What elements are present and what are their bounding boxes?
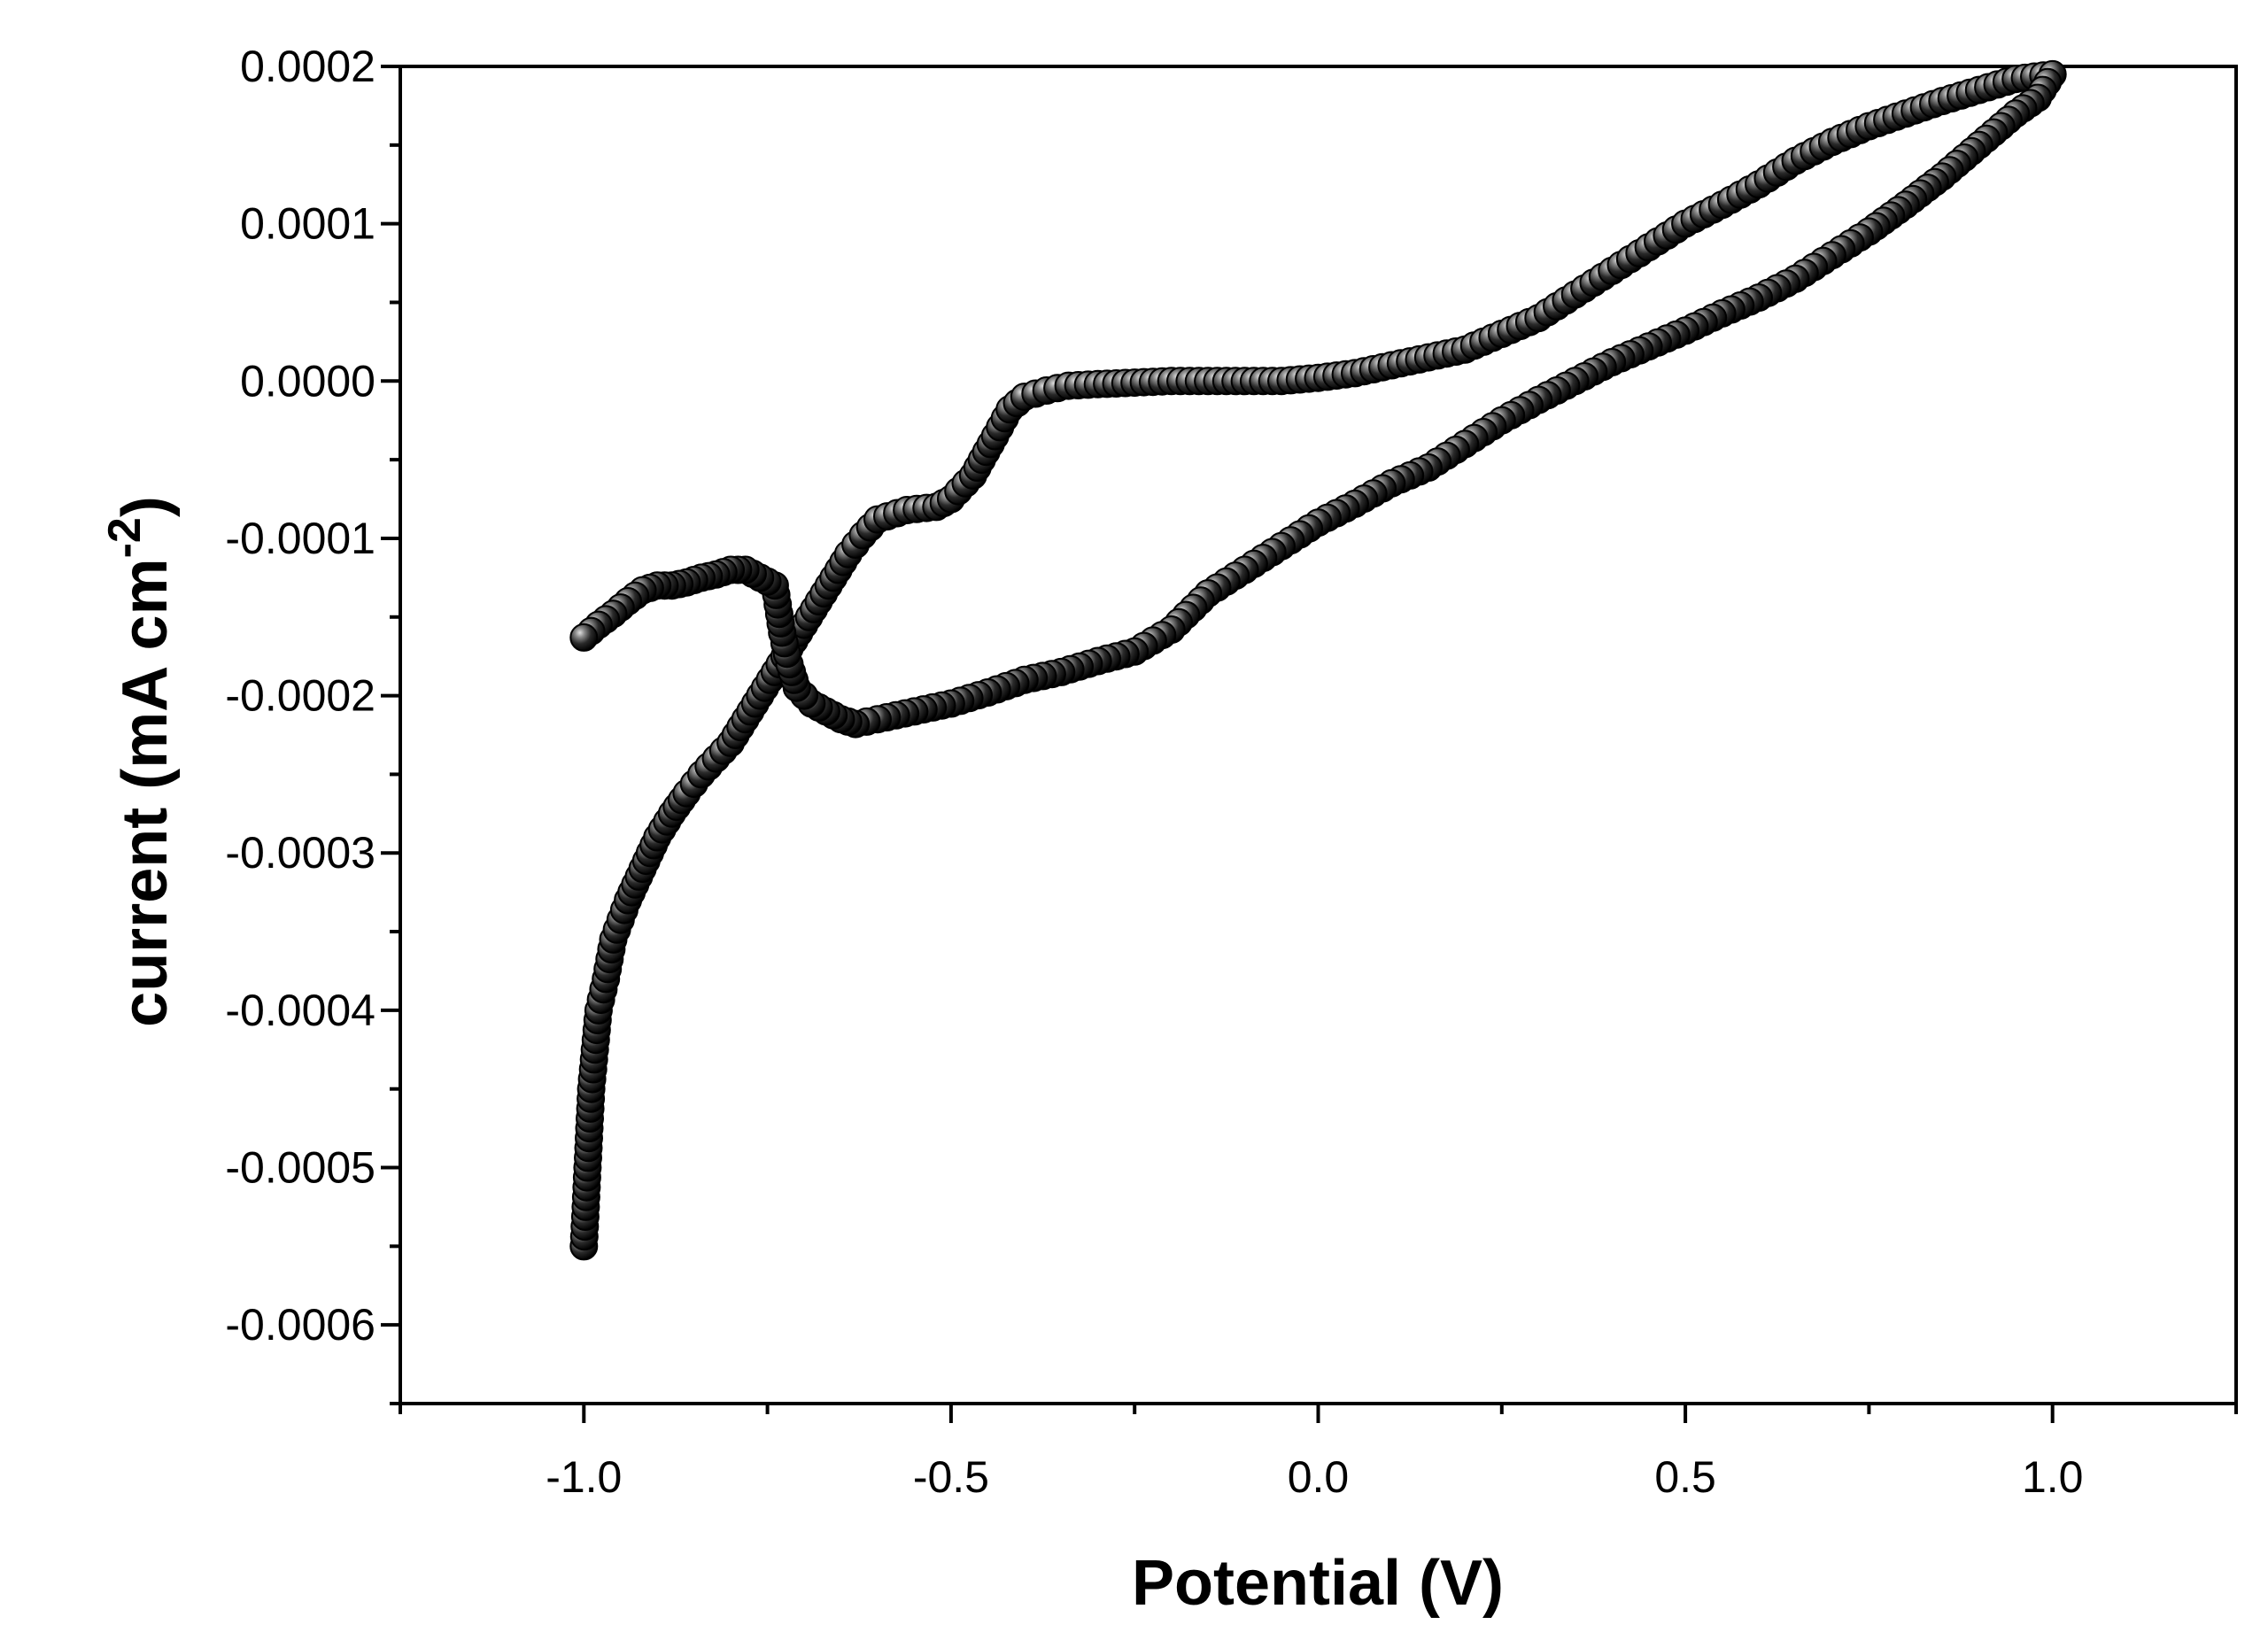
x-tick-label: 0.0 (1288, 1452, 1350, 1502)
y-axis-title-superscript: -2 (99, 517, 151, 558)
y-tick-label: -0.0004 (225, 986, 375, 1035)
x-tick-label: -0.5 (913, 1452, 989, 1502)
y-tick-label: -0.0005 (225, 1143, 375, 1193)
data-markers (569, 59, 2067, 1261)
x-tick-labels: -1.0 -0.5 0.0 0.5 1.0 (546, 1452, 2083, 1502)
x-tick-label: 0.5 (1654, 1452, 1716, 1502)
y-axis-title-main: current (mA cm (110, 558, 181, 1026)
y-tick-label: -0.0003 (225, 828, 375, 878)
axis-ticks (381, 65, 2238, 1423)
y-axis-title: current (mA cm-2) (99, 496, 181, 1027)
y-tick-label: 0.0001 (240, 199, 375, 249)
y-tick-label: 0.0002 (240, 42, 375, 91)
y-tick-label: -0.0002 (225, 671, 375, 721)
y-tick-labels: 0.0002 0.0001 0.0000 -0.0001 -0.0002 -0.0003 -… (225, 42, 375, 1350)
x-tick-label: 1.0 (2022, 1452, 2084, 1502)
y-tick-label: 0.0000 (240, 356, 375, 406)
y-axis-title-suffix: ) (110, 496, 181, 517)
plot-frame (399, 65, 2238, 1405)
y-tick-label: -0.0006 (225, 1300, 375, 1350)
data-point (569, 623, 599, 652)
x-tick-label: -1.0 (546, 1452, 622, 1502)
x-axis-title: Potential (V) (1132, 1548, 1504, 1619)
y-tick-label: -0.0001 (225, 514, 375, 563)
